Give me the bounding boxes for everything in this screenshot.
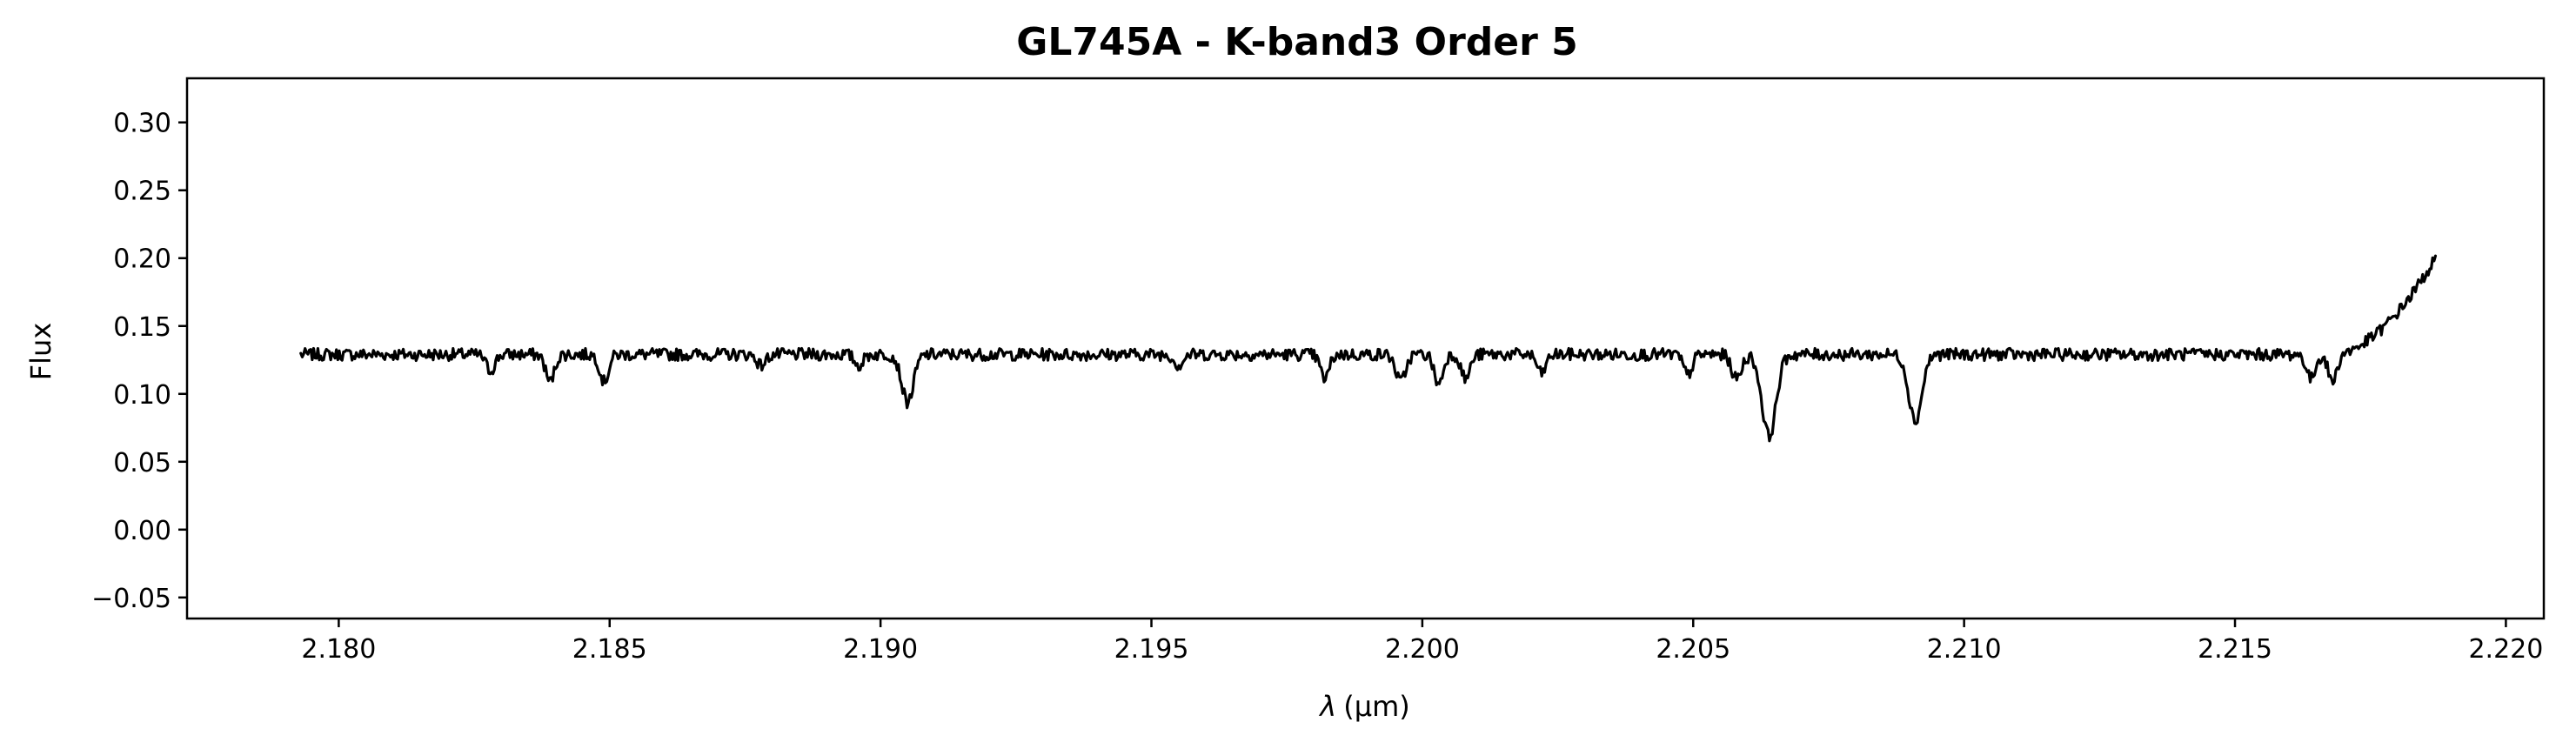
y-tick-label: 0.10 — [113, 380, 171, 411]
x-tick-label: 2.210 — [1927, 634, 2002, 665]
y-tick-label: 0.15 — [113, 312, 171, 343]
plot-area — [299, 254, 2438, 443]
x-tick-label: 2.190 — [843, 634, 918, 665]
y-tick-label: 0.05 — [113, 448, 171, 478]
x-tick-label: 2.180 — [301, 634, 376, 665]
axes-frame — [185, 77, 2546, 620]
chart-title: GL745A - K-band3 Order 5 — [1016, 20, 1578, 64]
y-axis: −0.05 0.00 0.05 0.10 0.15 0.20 0.25 0.30 — [91, 109, 187, 614]
x-tick-label: 2.195 — [1114, 634, 1189, 665]
y-axis-label: Flux — [24, 323, 57, 381]
y-tick-label: 0.25 — [113, 177, 171, 207]
x-tick-label: 2.205 — [1656, 634, 1730, 665]
y-tick-label: 0.00 — [113, 516, 171, 546]
x-axis-label-unit: (μm) — [1343, 690, 1410, 723]
x-tick-label: 2.185 — [572, 634, 647, 665]
x-tick-label: 2.215 — [2198, 634, 2272, 665]
spectrum-line — [299, 254, 2438, 443]
x-axis-label: λ (μm) — [1318, 690, 1409, 723]
y-tick-label: 0.20 — [113, 244, 171, 275]
y-tick-label: −0.05 — [91, 584, 171, 614]
y-tick-label: 0.30 — [113, 109, 171, 139]
x-axis-label-symbol: λ — [1318, 690, 1336, 723]
x-tick-label: 2.220 — [2468, 634, 2543, 665]
x-axis: 2.180 2.185 2.190 2.195 2.200 2.205 2.210 2.215… — [301, 619, 2543, 665]
x-tick-label: 2.200 — [1385, 634, 1460, 665]
